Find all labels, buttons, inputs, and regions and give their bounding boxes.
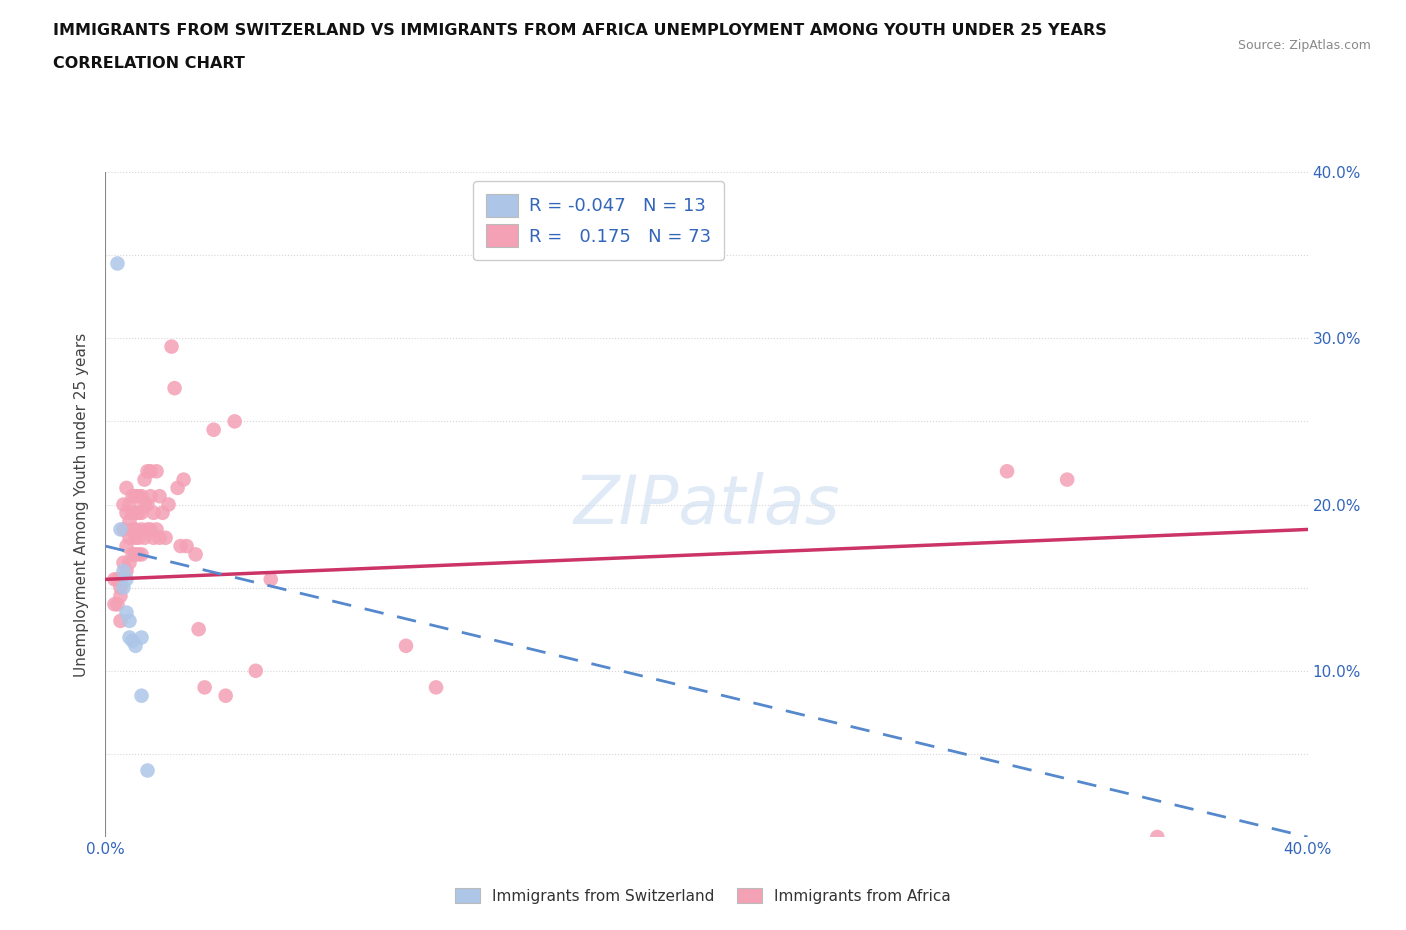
Point bbox=[152, 505, 174, 520]
Point bbox=[136, 464, 159, 479]
Point bbox=[214, 688, 236, 703]
Point bbox=[224, 414, 246, 429]
Text: CORRELATION CHART: CORRELATION CHART bbox=[53, 56, 245, 71]
Point bbox=[148, 489, 170, 504]
Point bbox=[121, 489, 143, 504]
Point bbox=[139, 489, 162, 504]
Point bbox=[110, 572, 132, 587]
Point bbox=[115, 605, 138, 620]
Point bbox=[139, 464, 162, 479]
Point bbox=[103, 597, 125, 612]
Point bbox=[115, 564, 138, 578]
Point bbox=[112, 564, 135, 578]
Point bbox=[110, 589, 132, 604]
Point bbox=[157, 498, 180, 512]
Point bbox=[121, 633, 143, 648]
Point bbox=[395, 638, 418, 653]
Point bbox=[184, 547, 207, 562]
Point bbox=[131, 522, 153, 537]
Point bbox=[118, 530, 141, 545]
Point bbox=[155, 530, 177, 545]
Point bbox=[115, 505, 138, 520]
Point bbox=[112, 555, 135, 570]
Point bbox=[145, 464, 167, 479]
Point bbox=[121, 505, 143, 520]
Point bbox=[176, 538, 198, 553]
Point bbox=[128, 547, 150, 562]
Point bbox=[136, 522, 159, 537]
Point bbox=[136, 498, 159, 512]
Point bbox=[115, 538, 138, 553]
Point bbox=[134, 472, 156, 487]
Point bbox=[128, 530, 150, 545]
Point bbox=[194, 680, 217, 695]
Point bbox=[112, 522, 135, 537]
Point bbox=[160, 339, 183, 354]
Text: Source: ZipAtlas.com: Source: ZipAtlas.com bbox=[1237, 39, 1371, 52]
Point bbox=[107, 597, 129, 612]
Point bbox=[118, 498, 141, 512]
Point bbox=[142, 530, 165, 545]
Point bbox=[124, 505, 146, 520]
Point bbox=[110, 580, 132, 595]
Point bbox=[163, 380, 186, 395]
Point bbox=[128, 505, 150, 520]
Point bbox=[145, 522, 167, 537]
Point bbox=[124, 638, 146, 653]
Point bbox=[131, 631, 153, 645]
Point bbox=[131, 547, 153, 562]
Point bbox=[142, 505, 165, 520]
Point bbox=[118, 631, 141, 645]
Point bbox=[134, 530, 156, 545]
Point bbox=[112, 498, 135, 512]
Point bbox=[187, 622, 209, 637]
Point bbox=[118, 513, 141, 528]
Point bbox=[136, 763, 159, 777]
Text: ZIPatlas: ZIPatlas bbox=[574, 472, 839, 538]
Point bbox=[110, 614, 132, 629]
Point bbox=[112, 580, 135, 595]
Point bbox=[425, 680, 447, 695]
Point bbox=[134, 498, 156, 512]
Legend: R = -0.047   N = 13, R =   0.175   N = 73: R = -0.047 N = 13, R = 0.175 N = 73 bbox=[472, 181, 724, 260]
Point bbox=[173, 472, 195, 487]
Point bbox=[995, 464, 1018, 479]
Text: IMMIGRANTS FROM SWITZERLAND VS IMMIGRANTS FROM AFRICA UNEMPLOYMENT AMONG YOUTH U: IMMIGRANTS FROM SWITZERLAND VS IMMIGRANT… bbox=[53, 23, 1107, 38]
Point bbox=[148, 530, 170, 545]
Point bbox=[115, 572, 138, 587]
Point bbox=[131, 505, 153, 520]
Point bbox=[1056, 472, 1078, 487]
Point bbox=[131, 688, 153, 703]
Point bbox=[202, 422, 225, 437]
Point bbox=[107, 256, 129, 271]
Point bbox=[103, 572, 125, 587]
Point bbox=[260, 572, 283, 587]
Point bbox=[118, 555, 141, 570]
Point bbox=[107, 572, 129, 587]
Point bbox=[121, 522, 143, 537]
Point bbox=[166, 481, 188, 496]
Point bbox=[124, 522, 146, 537]
Legend: Immigrants from Switzerland, Immigrants from Africa: Immigrants from Switzerland, Immigrants … bbox=[447, 880, 959, 911]
Point bbox=[124, 489, 146, 504]
Point bbox=[139, 522, 162, 537]
Point bbox=[1146, 830, 1168, 844]
Point bbox=[121, 547, 143, 562]
Point bbox=[118, 614, 141, 629]
Y-axis label: Unemployment Among Youth under 25 years: Unemployment Among Youth under 25 years bbox=[75, 332, 90, 677]
Point bbox=[124, 530, 146, 545]
Point bbox=[124, 547, 146, 562]
Point bbox=[115, 481, 138, 496]
Point bbox=[110, 522, 132, 537]
Point bbox=[245, 663, 267, 678]
Point bbox=[131, 489, 153, 504]
Point bbox=[169, 538, 191, 553]
Point bbox=[128, 489, 150, 504]
